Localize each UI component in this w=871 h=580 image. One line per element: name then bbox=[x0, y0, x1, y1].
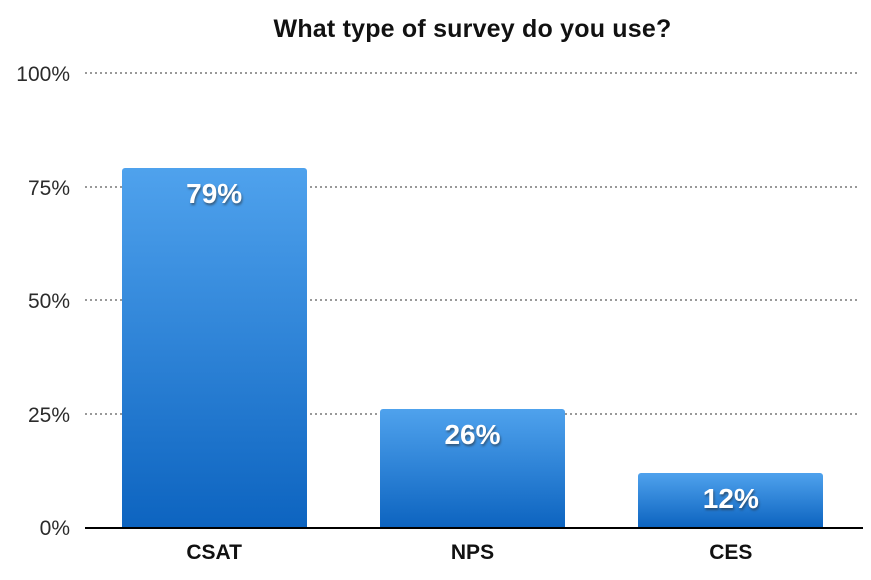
x-axis-line bbox=[85, 527, 863, 529]
bar-value-label-ces: 12% bbox=[702, 482, 759, 514]
gridline-50 bbox=[85, 299, 860, 301]
bar-nps: 26% bbox=[380, 408, 565, 527]
bar-value-label-csat: 79% bbox=[186, 178, 243, 210]
x-axis-label-ces: CES bbox=[709, 541, 753, 564]
y-tick-label-50: 50% bbox=[27, 290, 70, 313]
chart-title: What type of survey do you use? bbox=[273, 15, 672, 43]
x-axis-label-nps: NPS bbox=[450, 541, 495, 564]
x-axis-label-csat: CSAT bbox=[186, 541, 242, 564]
y-tick-label-25: 25% bbox=[27, 403, 70, 427]
gridline-100 bbox=[85, 72, 860, 74]
y-tick-label-100: 100% bbox=[16, 63, 70, 86]
y-tick-label-0: 0% bbox=[39, 517, 70, 540]
gridline-75 bbox=[85, 185, 860, 188]
y-tick-label-75: 75% bbox=[27, 176, 70, 200]
bar-ces: 12% bbox=[638, 472, 824, 527]
bar-value-label-nps: 26% bbox=[444, 418, 501, 450]
bar-csat: 79% bbox=[121, 168, 307, 527]
